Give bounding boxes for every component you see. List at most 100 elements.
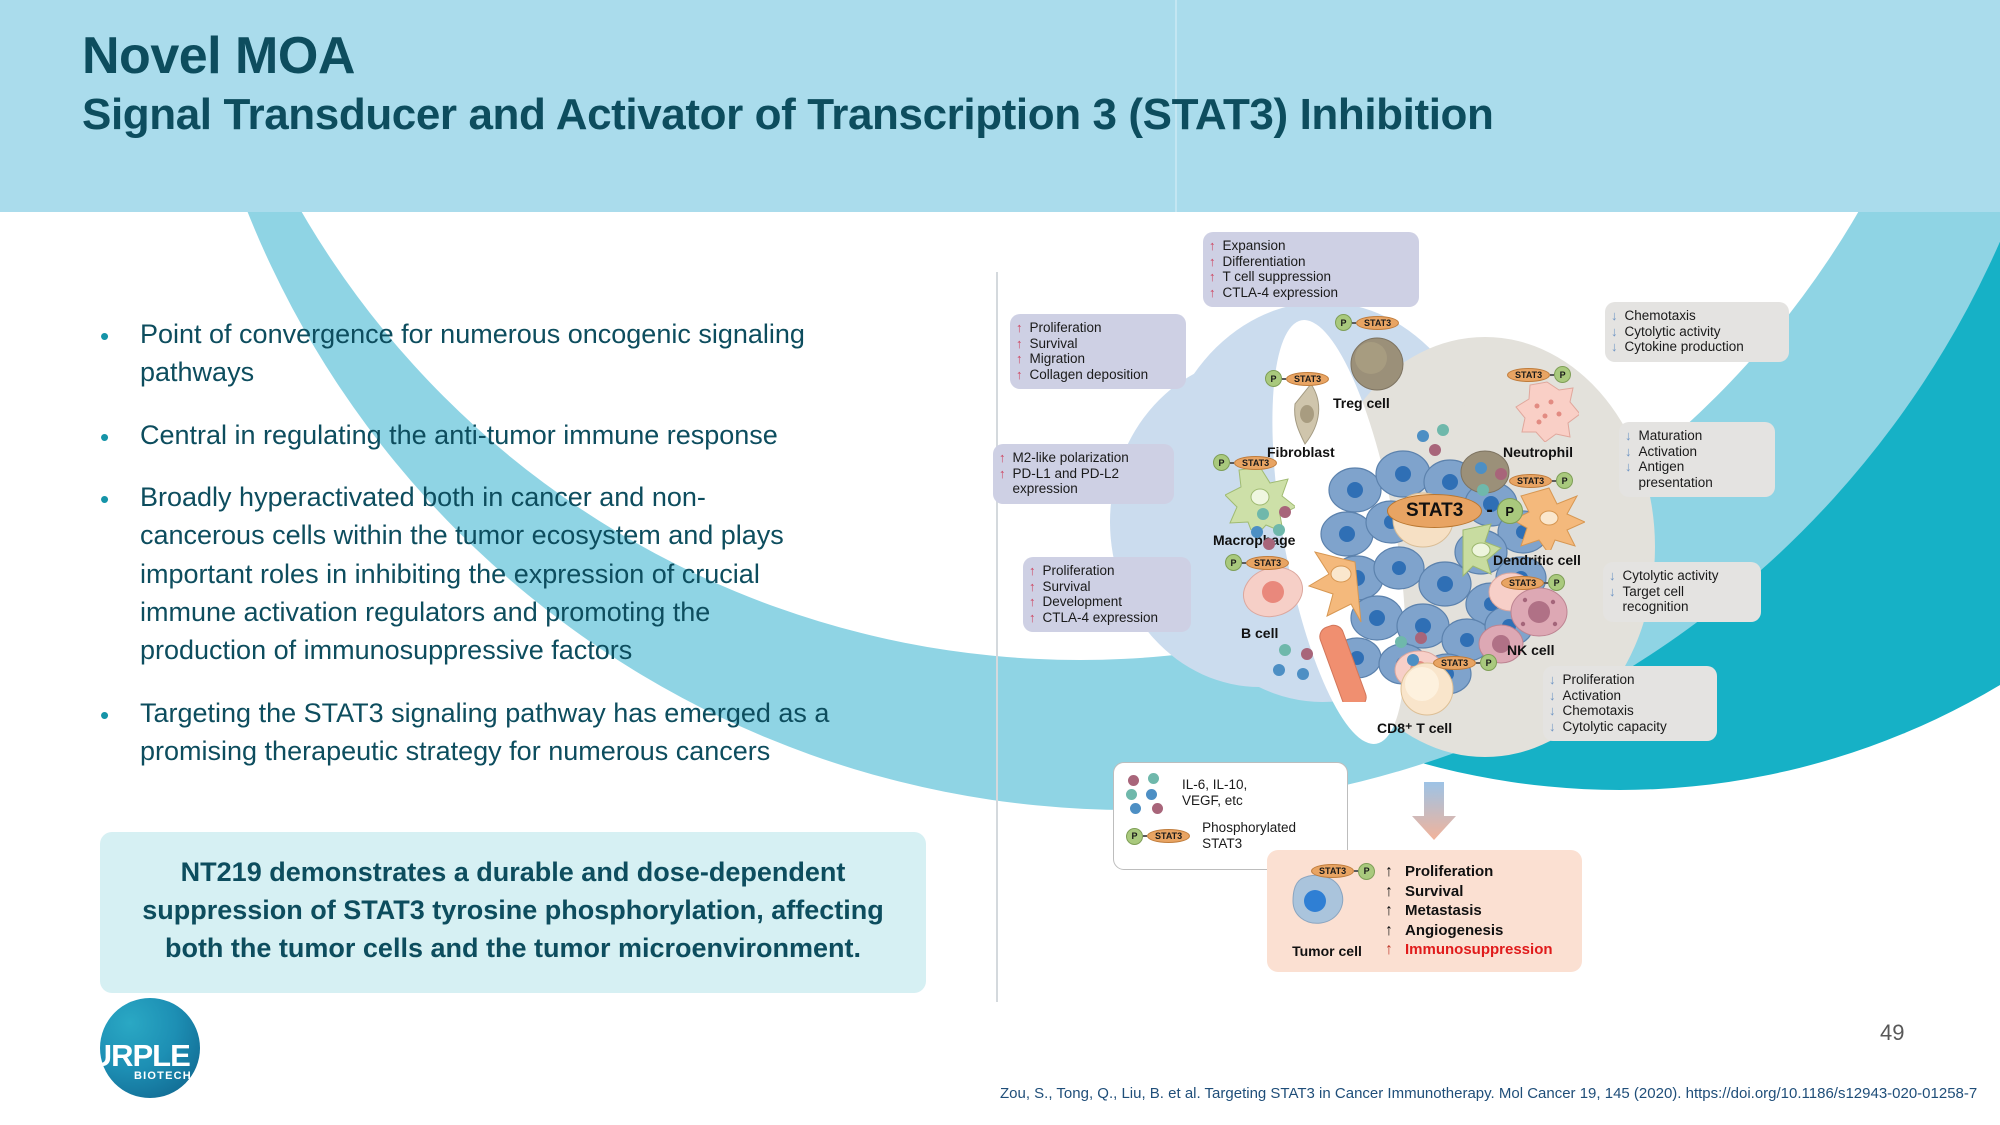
title-block: Novel MOA Signal Transducer and Activato…	[82, 28, 1494, 139]
stat3-label: STAT3	[1507, 367, 1551, 382]
cell-label-bcell: B cell	[1241, 625, 1279, 641]
logo-subtitle: BIOTECH	[134, 1070, 192, 1082]
label-box-fibroblast: ↑ ↑ ↑ ↑ Proliferation Survival Migration Co…	[1010, 314, 1186, 389]
bullet-text: Targeting the STAT3 signaling pathway ha…	[140, 697, 830, 766]
pstat3-legend-icon: P STAT3	[1126, 827, 1191, 845]
label-box-cd8: ↓ ↓ ↓ ↓ Proliferation Activation Chemotaxis…	[1543, 666, 1717, 741]
pstat3-tag-bcell: P STAT3	[1225, 554, 1290, 571]
pstat3-tag-fibroblast: P STAT3	[1265, 370, 1330, 387]
label-items: Proliferation Activation Chemotaxis Cyto…	[1562, 672, 1667, 734]
stat3-label: STAT3	[1509, 473, 1553, 488]
p-icon: P	[1556, 472, 1574, 489]
p-icon: P	[1554, 366, 1572, 383]
bullet-text: Point of convergence for numerous oncoge…	[140, 319, 805, 388]
tumor-up-arrow-icons: ↑ ↑ ↑ ↑ ↑	[1385, 863, 1393, 958]
stat3-label: STAT3	[1246, 555, 1290, 570]
p-icon: P	[1480, 654, 1498, 671]
page-number: 49	[1880, 1020, 1905, 1045]
tag-dash-icon	[1476, 661, 1481, 664]
list-item: • Central in regulating the anti-tumor i…	[100, 416, 830, 454]
label-items: Chemotaxis Cytolytic activity Cytokine p…	[1624, 308, 1744, 354]
p-icon: P	[1335, 314, 1352, 331]
tag-dash-icon	[1230, 461, 1234, 464]
up-arrow-icons: ↑ ↑ ↑ ↑	[1029, 563, 1036, 625]
cell-label-dendritic: Dendritic cell	[1493, 552, 1581, 568]
logo-circle-icon	[100, 998, 200, 1098]
up-arrow-icons: ↑ ↑ ↑ ↑	[1016, 320, 1023, 382]
dendritic-cell-icon	[1513, 487, 1585, 550]
stat3-center-dash: -	[1486, 500, 1493, 521]
neutrophil-cell-icon	[1515, 381, 1579, 442]
p-icon: P	[1265, 370, 1282, 387]
callout-line: suppression of STAT3 tyrosine phosphoryl…	[142, 894, 884, 925]
tumor-cell-outcome-box: STAT3 P Tumor cell ↑ ↑ ↑ ↑ ↑ Proliferation…	[1267, 850, 1582, 972]
label-items: M2-like polarization PD-L1 and PD-L2 exp…	[1012, 450, 1129, 496]
stat3-label: STAT3	[1147, 829, 1191, 843]
macrophage-cell-icon	[1225, 466, 1295, 530]
tumor-outcome-item: Proliferation	[1405, 863, 1494, 880]
cytokine-dots-top	[1417, 424, 1449, 456]
b-cell-icon	[1243, 566, 1303, 618]
list-item: • Targeting the STAT3 signaling pathway …	[100, 694, 830, 771]
p-icon: P	[1358, 862, 1376, 880]
bullet-dot-icon: •	[100, 321, 110, 351]
cell-label-nkcell: NK cell	[1507, 642, 1555, 658]
label-box-dendritic: ↓ ↓ ↓ Maturation Activation Antigen presen…	[1619, 422, 1775, 497]
header-light-arc-decoration	[180, 0, 2000, 212]
tag-dash-icon	[1242, 561, 1246, 564]
pstat3-tag-cd8: STAT3 P	[1433, 654, 1498, 671]
up-arrow-icons: ↑ ↑	[999, 450, 1006, 481]
page-title: Novel MOA	[82, 27, 355, 85]
tumor-cell-icon	[1292, 874, 1344, 924]
fibroblast-cell-icon	[1294, 383, 1320, 445]
down-arrow-icons: ↓ ↓ ↓	[1625, 428, 1632, 474]
tumor-outcome-list: Proliferation Survival Metastasis Angiog…	[1405, 862, 1553, 960]
bullet-dot-icon: •	[100, 421, 110, 452]
stat3-label: STAT3	[1311, 864, 1355, 879]
label-box-macrophage: ↑ ↑ M2-like polarization PD-L1 and PD-L2 …	[993, 444, 1174, 504]
page-subtitle: Signal Transducer and Activator of Trans…	[82, 90, 1494, 140]
callout-line: both the tumor cells and the tumor micro…	[164, 932, 862, 963]
legend-row-pstat3: P STAT3 Phosphorylated STAT3	[1126, 820, 1335, 852]
legend-pstat3-label: Phosphorylated STAT3	[1202, 820, 1296, 851]
central-stat3-tag: STAT3 - P	[1387, 494, 1523, 528]
cd8-t-cell-icon	[1400, 662, 1454, 716]
up-arrow-icons: ↑ ↑ ↑ ↑	[1209, 238, 1216, 300]
bullet-dot-icon: •	[100, 483, 110, 514]
tumor-outcome-item: Survival	[1405, 882, 1464, 900]
citation-text: Zou, S., Tong, Q., Liu, B. et al. Target…	[1000, 1085, 1978, 1102]
downward-flow-arrow-icon	[1412, 782, 1456, 840]
pstat3-tag-nkcell: STAT3 P	[1501, 574, 1566, 591]
cell-label-treg: Treg cell	[1333, 395, 1390, 411]
pstat3-tag-dendritic: STAT3 P	[1509, 472, 1574, 489]
pstat3-tag-tumor: STAT3 P	[1311, 862, 1376, 880]
cytokine-dots-icon	[1126, 773, 1170, 814]
content-divider	[996, 272, 998, 1002]
down-arrow-icons: ↓ ↓	[1609, 568, 1616, 599]
cytokine-dots-left	[1251, 506, 1291, 550]
bullet-text: Broadly hyperactivated both in cancer an…	[140, 481, 784, 666]
bullet-list: • Point of convergence for numerous onco…	[100, 315, 830, 794]
header-vertical-divider	[1175, 0, 1177, 212]
cell-label-fibroblast: Fibroblast	[1267, 444, 1335, 460]
tag-dash-icon	[1143, 835, 1147, 837]
cell-label-cd8: CD8⁺ T cell	[1377, 720, 1453, 736]
p-icon: P	[1548, 574, 1566, 591]
treg-cell-icon	[1350, 337, 1404, 391]
tag-dash-icon	[1352, 321, 1356, 324]
logo-wordmark: PURPLE	[70, 1038, 191, 1073]
label-box-treg: ↑ ↑ ↑ ↑ Expansion Differentiation T cell su…	[1203, 232, 1419, 307]
legend-row-cytokines: IL-6, IL-10, VEGF, etc	[1126, 773, 1335, 814]
pstat3-tag-treg: P STAT3	[1335, 314, 1400, 331]
stat3-label: STAT3	[1234, 455, 1278, 470]
pstat3-tag-neutrophil: STAT3 P	[1507, 366, 1572, 383]
down-arrow-icons: ↓ ↓ ↓ ↓	[1549, 672, 1556, 734]
label-items: Expansion Differentiation T cell suppres…	[1222, 238, 1339, 300]
p-icon: P	[1213, 454, 1230, 471]
label-items: Proliferation Survival Migration Collage…	[1029, 320, 1149, 382]
callout-line: NT219 demonstrates a durable and dose-de…	[180, 857, 846, 887]
stat3-pathway-diagram: STAT3 - P Treg cell P STAT3 Fibroblast P…	[993, 232, 1965, 1002]
list-item: • Broadly hyperactivated both in cancer …	[100, 478, 830, 670]
legend-cytokines-label: IL-6, IL-10, VEGF, etc	[1182, 777, 1248, 808]
label-items: Proliferation Survival Development CTLA-…	[1042, 563, 1159, 625]
